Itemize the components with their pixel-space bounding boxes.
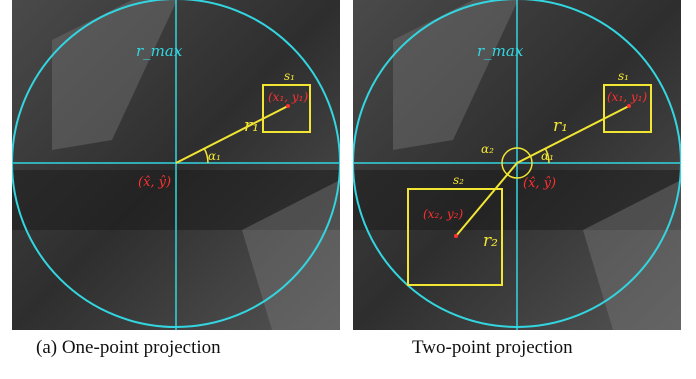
s2-box — [407, 188, 503, 286]
s1-label: s₁ — [618, 69, 629, 83]
two-point-diagram: r_max s₁ (x₁, y₁) r₁ α₁ α₂ (x̂, ŷ) s₂ (x… — [353, 0, 681, 330]
rmax-label: r_max — [136, 42, 183, 60]
building-shape — [583, 180, 681, 330]
alpha1-arc — [544, 147, 550, 164]
r1-ray — [516, 105, 630, 164]
alpha1-arc — [203, 147, 209, 164]
s1-box — [262, 84, 311, 133]
rooftop-shape — [393, 0, 518, 150]
center-label: (x̂, ŷ) — [523, 176, 556, 191]
rmax-label: r_max — [477, 42, 524, 60]
caption-two-point: Two-point projection — [412, 337, 573, 358]
s1-label: s₁ — [284, 69, 295, 83]
r1-label: r₁ — [553, 116, 568, 136]
alpha2-label: α₂ — [481, 142, 494, 156]
r1-ray — [175, 105, 289, 164]
r2-ray — [455, 162, 518, 237]
center-label: (x̂, ŷ) — [138, 175, 171, 190]
panel-two-point: r_max s₁ (x₁, y₁) r₁ α₁ α₂ (x̂, ŷ) s₂ (x… — [353, 0, 681, 330]
p2-point — [454, 234, 458, 238]
p1-label: (x₁, y₁) — [268, 90, 308, 104]
alpha2-arc — [501, 147, 533, 179]
r1-label: r₁ — [244, 116, 259, 136]
p2-label: (x₂, y₂) — [423, 207, 463, 221]
one-point-diagram: r_max s₁ (x₁, y₁) r₁ α₁ (x̂, ŷ) — [12, 0, 340, 330]
alpha1-label: α₁ — [208, 149, 221, 163]
s2-label: s₂ — [453, 173, 464, 187]
r2-label: r₂ — [483, 231, 498, 251]
caption-one-point: (a) One-point projection — [36, 337, 221, 358]
alpha1-label: α₁ — [541, 149, 554, 163]
building-shape — [242, 180, 340, 330]
panel-one-point: r_max s₁ (x₁, y₁) r₁ α₁ (x̂, ŷ) — [12, 0, 340, 330]
s1-box — [603, 84, 652, 133]
p1-point — [627, 104, 631, 108]
p1-point — [286, 104, 290, 108]
rooftop-shape — [52, 0, 177, 150]
p1-label: (x₁, y₁) — [607, 90, 647, 104]
